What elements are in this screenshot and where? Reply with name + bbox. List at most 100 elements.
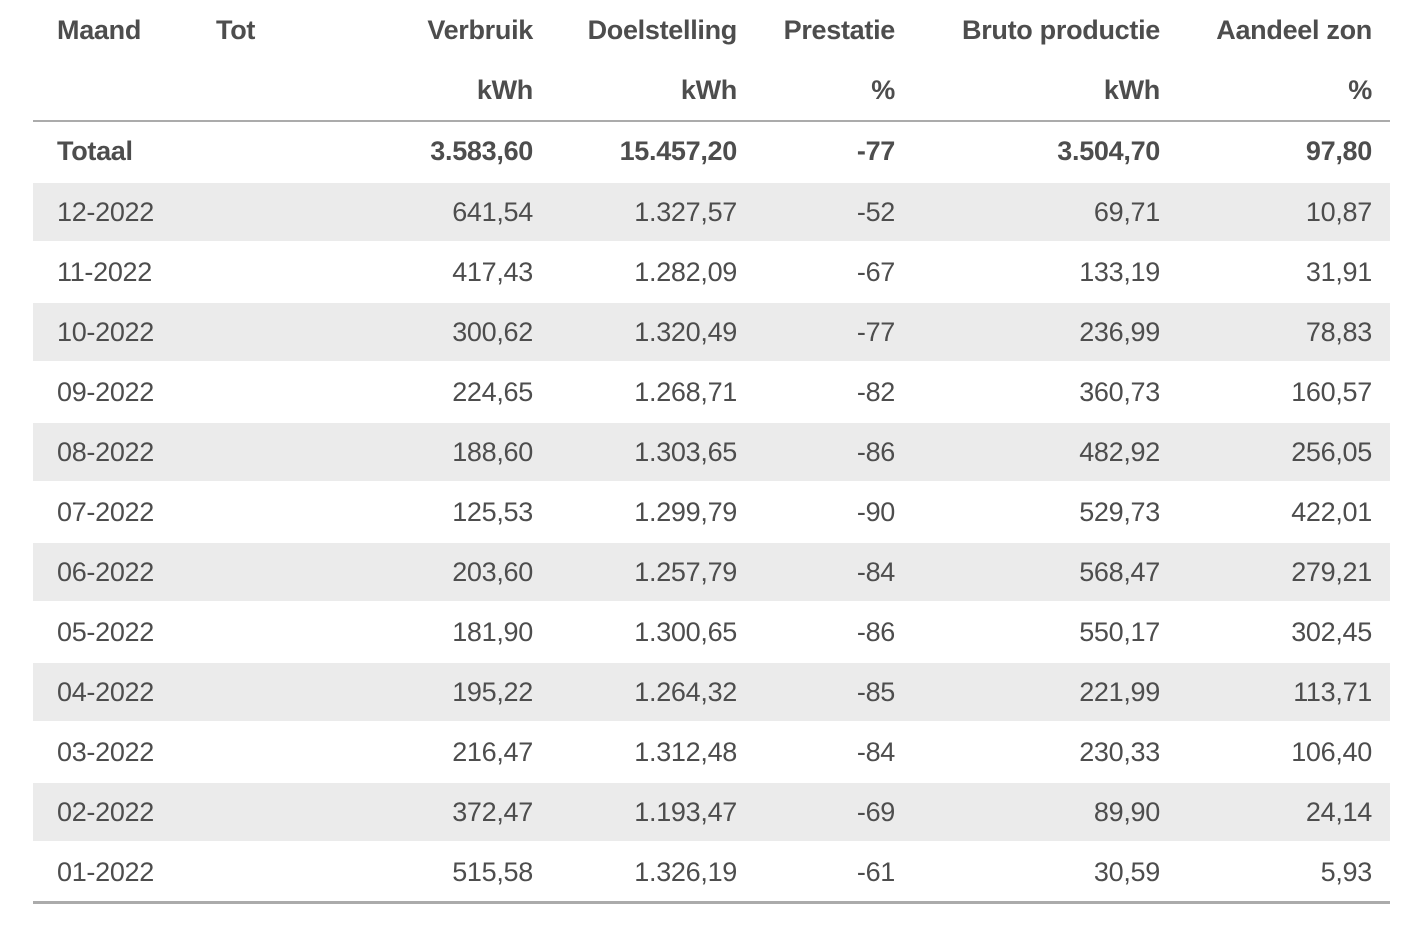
cell-maand: 11-2022 [33,241,210,303]
cell-prestatie: -77 [751,301,909,363]
column-header-doelstelling[interactable]: Doelstelling [587,14,738,45]
cell-verbruik: 300,62 [345,301,547,363]
column-header-tot[interactable]: Tot [216,14,256,45]
cell-bruto-productie: 30,59 [909,841,1174,904]
column-header-bruto-productie[interactable]: Bruto productie [962,14,1160,45]
cell-aandeel-zon: 422,01 [1174,481,1390,543]
cell-maand: 02-2022 [33,781,210,843]
cell-aandeel-zon: 10,87 [1174,181,1390,243]
column-header-prestatie[interactable]: Prestatie [783,14,896,45]
cell-verbruik: 372,47 [345,781,547,843]
table-header: Maand Tot Verbruik Doelstelling Prestatie Bru… [33,0,1390,122]
cell-maand: 06-2022 [33,541,210,603]
cell-bruto-productie: 482,92 [909,421,1174,483]
cell-tot [210,421,345,483]
table-body: Totaal 3.583,60 15.457,20 -77 3.504,70 97,80 1… [33,120,1390,904]
cell-doelstelling: 1.299,79 [547,481,751,543]
cell-tot [210,181,345,243]
cell-prestatie: -85 [751,661,909,723]
column-unit-bruto-productie: kWh [909,60,1174,122]
cell-aandeel-zon: 106,40 [1174,721,1390,783]
table-row: 01-2022 515,58 1.326,19 -61 30,59 5,93 [33,841,1390,904]
cell-maand: 01-2022 [33,841,210,904]
cell-prestatie: -77 [751,120,909,183]
column-header-verbruik[interactable]: Verbruik [427,14,533,45]
cell-aandeel-zon: 31,91 [1174,241,1390,303]
cell-doelstelling: 1.320,49 [547,301,751,363]
cell-doelstelling: 1.264,32 [547,661,751,723]
cell-doelstelling: 1.257,79 [547,541,751,603]
cell-bruto-productie: 550,17 [909,601,1174,663]
cell-maand: 10-2022 [33,301,210,363]
column-unit-maand [33,60,210,122]
cell-tot [210,781,345,843]
column-unit-prestatie: % [751,60,909,122]
cell-verbruik: 195,22 [345,661,547,723]
cell-bruto-productie: 3.504,70 [909,120,1174,183]
cell-tot [210,361,345,423]
cell-tot [210,481,345,543]
cell-tot [210,601,345,663]
cell-aandeel-zon: 279,21 [1174,541,1390,603]
cell-verbruik: 216,47 [345,721,547,783]
table-row: 03-2022 216,47 1.312,48 -84 230,33 106,40 [33,721,1390,783]
cell-aandeel-zon: 78,83 [1174,301,1390,363]
cell-aandeel-zon: 160,57 [1174,361,1390,423]
cell-bruto-productie: 133,19 [909,241,1174,303]
cell-prestatie: -82 [751,361,909,423]
column-unit-verbruik: kWh [345,60,547,122]
cell-aandeel-zon: 256,05 [1174,421,1390,483]
cell-prestatie: -61 [751,841,909,904]
cell-maand: 05-2022 [33,601,210,663]
cell-bruto-productie: 230,33 [909,721,1174,783]
energy-table-container: Maand Tot Verbruik Doelstelling Prestatie Bru… [33,0,1390,904]
cell-prestatie: -84 [751,721,909,783]
cell-aandeel-zon: 5,93 [1174,841,1390,904]
cell-bruto-productie: 529,73 [909,481,1174,543]
cell-verbruik: 125,53 [345,481,547,543]
table-row: 06-2022 203,60 1.257,79 -84 568,47 279,21 [33,541,1390,603]
cell-bruto-productie: 221,99 [909,661,1174,723]
cell-verbruik: 224,65 [345,361,547,423]
column-unit-aandeel-zon: % [1174,60,1390,122]
cell-aandeel-zon: 97,80 [1174,120,1390,183]
table-row: 12-2022 641,54 1.327,57 -52 69,71 10,87 [33,181,1390,243]
cell-doelstelling: 1.193,47 [547,781,751,843]
cell-bruto-productie: 89,90 [909,781,1174,843]
cell-maand: 07-2022 [33,481,210,543]
cell-prestatie: -67 [751,241,909,303]
cell-tot [210,541,345,603]
cell-aandeel-zon: 113,71 [1174,661,1390,723]
cell-prestatie: -52 [751,181,909,243]
cell-aandeel-zon: 302,45 [1174,601,1390,663]
cell-verbruik: 515,58 [345,841,547,904]
cell-prestatie: -84 [751,541,909,603]
table-row: 09-2022 224,65 1.268,71 -82 360,73 160,57 [33,361,1390,423]
cell-verbruik: 181,90 [345,601,547,663]
header-label-row: Maand Tot Verbruik Doelstelling Prestatie Bru… [33,0,1390,60]
column-unit-tot [210,60,345,122]
cell-maand: 09-2022 [33,361,210,423]
cell-verbruik: 203,60 [345,541,547,603]
table-row: 05-2022 181,90 1.300,65 -86 550,17 302,45 [33,601,1390,663]
cell-doelstelling: 1.327,57 [547,181,751,243]
cell-verbruik: 641,54 [345,181,547,243]
cell-maand: 03-2022 [33,721,210,783]
cell-tot [210,841,345,904]
cell-doelstelling: 1.303,65 [547,421,751,483]
table-row: 08-2022 188,60 1.303,65 -86 482,92 256,05 [33,421,1390,483]
column-header-aandeel-zon[interactable]: Aandeel zon [1216,14,1372,45]
cell-tot [210,721,345,783]
cell-tot [210,120,345,183]
energy-table: Maand Tot Verbruik Doelstelling Prestatie Bru… [33,0,1390,904]
cell-prestatie: -90 [751,481,909,543]
cell-verbruik: 3.583,60 [345,120,547,183]
cell-prestatie: -69 [751,781,909,843]
cell-doelstelling: 1.300,65 [547,601,751,663]
cell-bruto-productie: 69,71 [909,181,1174,243]
cell-maand: 04-2022 [33,661,210,723]
cell-doelstelling: 15.457,20 [547,120,751,183]
column-header-maand[interactable]: Maand [57,14,142,45]
table-row: 02-2022 372,47 1.193,47 -69 89,90 24,14 [33,781,1390,843]
cell-maand: 08-2022 [33,421,210,483]
